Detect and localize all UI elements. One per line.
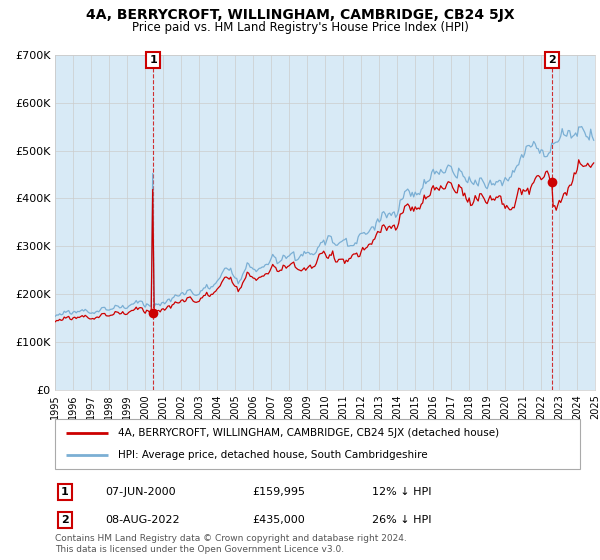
Text: £159,995: £159,995	[252, 487, 305, 497]
Text: 1: 1	[149, 55, 157, 65]
FancyBboxPatch shape	[55, 419, 580, 469]
Text: HPI: Average price, detached house, South Cambridgeshire: HPI: Average price, detached house, Sout…	[118, 450, 428, 460]
Text: 2: 2	[548, 55, 556, 65]
Text: 4A, BERRYCROFT, WILLINGHAM, CAMBRIDGE, CB24 5JX: 4A, BERRYCROFT, WILLINGHAM, CAMBRIDGE, C…	[86, 8, 514, 22]
Text: This data is licensed under the Open Government Licence v3.0.: This data is licensed under the Open Gov…	[55, 545, 344, 554]
Text: 4A, BERRYCROFT, WILLINGHAM, CAMBRIDGE, CB24 5JX (detached house): 4A, BERRYCROFT, WILLINGHAM, CAMBRIDGE, C…	[118, 428, 499, 438]
Text: Contains HM Land Registry data © Crown copyright and database right 2024.: Contains HM Land Registry data © Crown c…	[55, 534, 407, 543]
Text: 07-JUN-2000: 07-JUN-2000	[105, 487, 176, 497]
Text: 12% ↓ HPI: 12% ↓ HPI	[372, 487, 431, 497]
Text: 2: 2	[61, 515, 68, 525]
Text: 1: 1	[61, 487, 68, 497]
Text: 08-AUG-2022: 08-AUG-2022	[105, 515, 179, 525]
Text: 26% ↓ HPI: 26% ↓ HPI	[372, 515, 431, 525]
Text: £435,000: £435,000	[252, 515, 305, 525]
Text: Price paid vs. HM Land Registry's House Price Index (HPI): Price paid vs. HM Land Registry's House …	[131, 21, 469, 34]
